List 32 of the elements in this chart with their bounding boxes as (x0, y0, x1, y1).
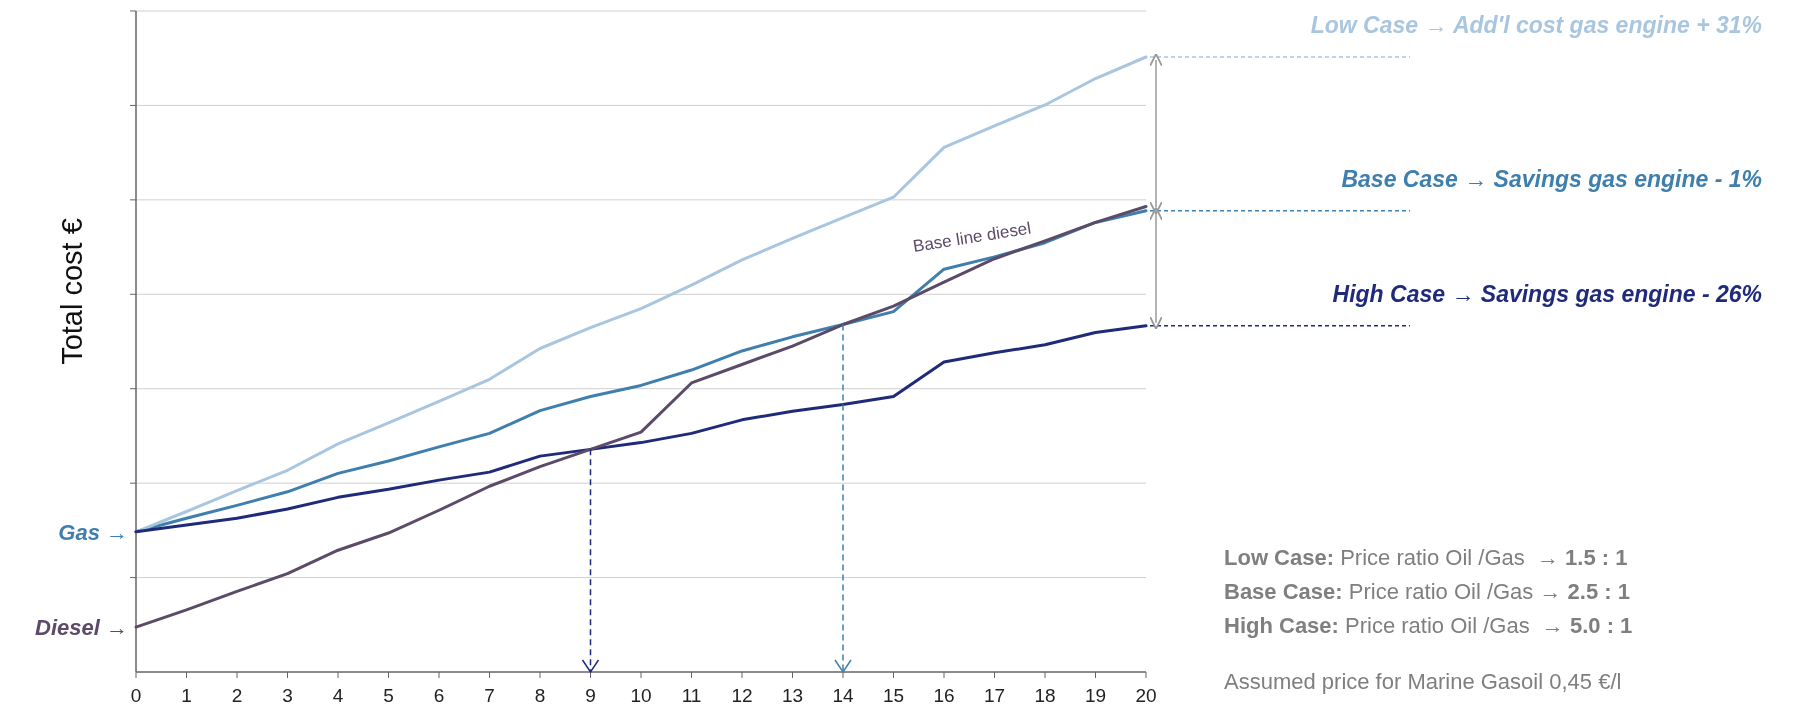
text: Low Case → Add'l cost gas engine + 31% (1310, 12, 1762, 38)
x-tick-label: 4 (332, 685, 344, 706)
y-axis-title: Total cost € (56, 218, 88, 365)
x-tick-label: 0 (130, 685, 142, 706)
x-tick-label: 10 (630, 685, 652, 706)
text: High Case: Price ratio Oil /Gas → 5.0 : 1 (1224, 613, 1633, 638)
x-tick-label: 12 (731, 685, 753, 706)
x-tick-label: 13 (781, 685, 804, 706)
x-tick-label: 1 (181, 685, 192, 706)
text: Base line diesel (911, 218, 1033, 257)
x-tick-label: 19 (1084, 685, 1107, 706)
x-tick-label: 8 (534, 685, 546, 706)
x-tick-label: 20 (1135, 685, 1157, 706)
x-tick-label: 11 (681, 685, 702, 706)
x-tick-label: 16 (933, 685, 955, 706)
text: High Case → Savings gas engine - 26% (1332, 280, 1762, 307)
x-tick-label: 9 (585, 685, 596, 706)
text: Low Case: Price ratio Oil /Gas → 1.5 : 1 (1224, 545, 1628, 570)
text: Base Case → Savings gas engine - 1% (1341, 165, 1762, 192)
x-tick-label: 7 (484, 685, 495, 706)
x-tick-label: 3 (282, 685, 293, 706)
x-tick-label: 18 (1034, 685, 1056, 706)
x-tick-label: 14 (832, 685, 854, 706)
x-tick-label: 6 (433, 685, 445, 706)
text: Gas → (58, 519, 128, 545)
x-tick-label: 15 (882, 685, 905, 706)
x-tick-label: 5 (383, 685, 394, 706)
text: Diesel → (35, 615, 128, 641)
x-tick-label: 17 (983, 685, 1006, 706)
text: Assumed price for Marine Gasoil 0,45 €/l (1224, 669, 1622, 694)
text: Base Case: Price ratio Oil /Gas → 2.5 : 1 (1224, 579, 1630, 604)
x-tick-label: 2 (231, 685, 243, 706)
